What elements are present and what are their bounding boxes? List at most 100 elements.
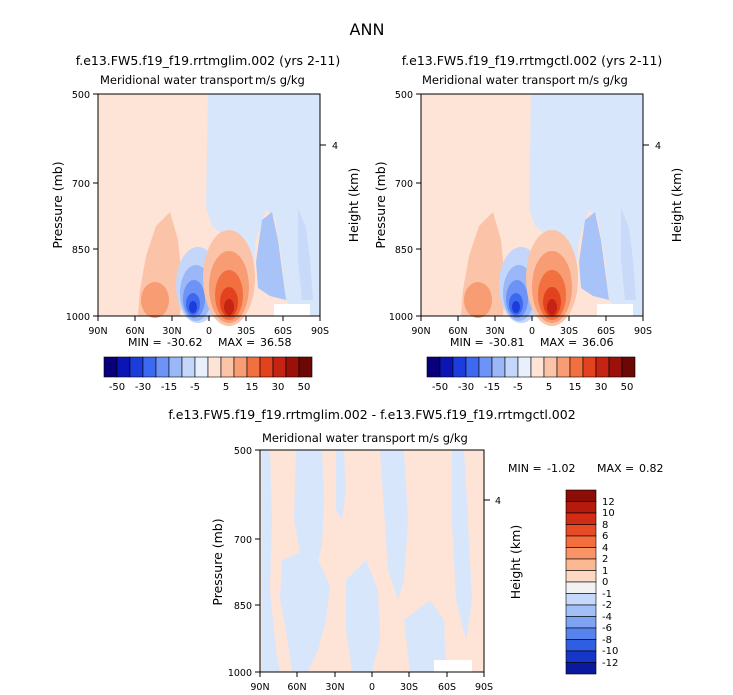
panel-2-title: f.e13.FW5.f19_f19.rrtmgctl.002 (yrs 2-11… [402,53,663,68]
panel-2-max-value: 36.06 [582,336,614,349]
panel-3-xtick-60n: 60N [287,682,306,693]
panel-3-ytick-850: 850 [234,601,252,612]
panel-1-plot-area [97,93,321,326]
panel-1-xtick-30n: 30N [162,326,181,337]
panel-3-xtick-0: 0 [369,682,375,693]
panel-3-blue-band-10n [346,560,380,672]
panel-1-xtick-0: 0 [206,326,212,337]
panel-1-colorbar-swatch [168,356,183,378]
panel-2-plot-area [420,93,644,326]
panel-1-blob-80s [298,208,313,300]
panel-1-blob-50n-core [141,282,169,318]
panel-3-colorbar-swatch [565,512,597,525]
panel-1-cbar-label-4: 5 [223,382,229,393]
panel-1: f.e13.FW5.f19_f19.rrtmglim.002 (yrs 2-11… [50,53,361,393]
panel-3-cbar-label-neg8: -8 [602,635,612,646]
panel-2-right-label: Height (km) [669,168,684,242]
panel-3-cbar-label-neg12: -12 [602,658,618,669]
panel-2-ytick-850: 850 [395,245,413,256]
panel-3-cbar-label-neg1: -1 [602,589,612,600]
panel-1-blob-60s [256,212,286,300]
panel-2-colorbar-swatch [491,356,506,378]
panel-2-colorbar-swatch [465,356,480,378]
panel-3-max-label: MAX = [597,462,634,475]
panel-1-xtick-30s: 30S [237,326,255,337]
panel-2-xtick-90s: 90S [634,326,652,337]
panel-1-xtick-60s: 60S [274,326,292,337]
panel-3-blue-band-75s [452,450,472,640]
panel-1-negative-region [206,94,320,316]
panel-1-xtick-90s: 90S [311,326,329,337]
panel-2-right-tick-4: 4 [655,141,661,152]
panel-2-colorbar-swatch [452,356,467,378]
panel-2-xtick-30s: 30S [560,326,578,337]
panel-2-cell-10s-core [547,299,557,315]
panel-1-cell-10s-core [224,299,234,315]
panel-2-colorbar-swatch [543,356,558,378]
panel-1-missing-data [274,304,310,316]
panel-3-cbar-label-12: 12 [602,497,615,508]
panel-3-colorbar-swatch [565,616,597,629]
panel-1-colorbar-swatch [116,356,131,378]
panel-1-right-label: Height (km) [346,168,361,242]
panel-1-colorbar-swatch [246,356,261,378]
panel-3-blue-band-40s [404,600,446,672]
panel-1-colorbar-swatch [103,356,118,378]
panel-1-cbar-label-1: -30 [135,382,151,393]
panel-3-blue-band-60n-lower [280,552,330,672]
panel-2-ylabel: Pressure (mb) [373,161,388,248]
panel-1-cbar-label-7: 50 [298,382,311,393]
panel-3-min-label: MIN = [508,462,542,475]
panel-2-missing-data [597,304,633,316]
panel-1-colorbar-swatch [233,356,248,378]
panel-3-subtitle: Meridional water transport [262,431,416,445]
panel-1-units: m/s g/kg [255,73,305,87]
panel-1-colorbar-swatch [220,356,235,378]
panel-3-colorbar [565,489,597,675]
panel-3-colorbar-swatch [565,558,597,571]
panel-3-cbar-label-neg6: -6 [602,623,612,634]
panel-1-colorbar-swatch [207,356,222,378]
panel-3-cbar-label-neg2: -2 [602,600,612,611]
panel-1-min-value: -30.62 [167,336,202,349]
panel-2-xtick-0: 0 [529,326,535,337]
panel-2-cbar-label-1: -30 [458,382,474,393]
panel-2: f.e13.FW5.f19_f19.rrtmgctl.002 (yrs 2-11… [373,53,684,393]
panel-3-colorbar-swatch [565,570,597,583]
panel-2-xtick-60s: 60S [597,326,615,337]
panel-2-colorbar-swatch [504,356,519,378]
panel-1-ytick-700: 700 [72,179,90,190]
panel-3-colorbar-swatch [565,650,597,663]
panel-1-colorbar-swatch [259,356,274,378]
panel-3-colorbar-swatch [565,639,597,652]
panel-2-cbar-label-3: -5 [513,382,523,393]
panel-2-cbar-label-0: -50 [432,382,448,393]
panel-2-colorbar-swatch [426,356,441,378]
figure-title: ANN [350,20,385,39]
panel-1-colorbar-swatch [194,356,209,378]
panel-1-colorbar-swatch [129,356,144,378]
panel-3-colorbar-swatch [565,627,597,640]
panel-2-colorbar-swatch [478,356,493,378]
panel-3-blue-band-90n [262,450,280,672]
panel-2-blob-50n-core [464,282,492,318]
panel-2-colorbar-swatch [517,356,532,378]
panel-2-negative-region [529,94,643,316]
panel-2-colorbar [426,356,636,378]
panel-2-colorbar-swatch [530,356,545,378]
panel-2-ytick-1000: 1000 [389,312,413,323]
panel-3-cbar-label-2: 2 [602,554,608,565]
panel-3-colorbar-swatch [565,593,597,606]
panel-1-ytick-1000: 1000 [66,312,90,323]
panel-1-ytick-850: 850 [72,245,90,256]
panel-3-cbar-label-4: 4 [602,543,608,554]
panel-3-cbar-label-6: 6 [602,531,608,542]
panel-2-colorbar-swatch [608,356,623,378]
panel-2-colorbar-swatch [439,356,454,378]
panel-3: f.e13.FW5.f19_f19.rrtmglim.002 - f.e13.F… [168,407,663,693]
panel-3-right-label: Height (km) [508,525,523,599]
panel-3-colorbar-swatch [565,547,597,560]
panel-3-colorbar-swatch [565,604,597,617]
panel-3-blue-band-20s [380,450,408,600]
